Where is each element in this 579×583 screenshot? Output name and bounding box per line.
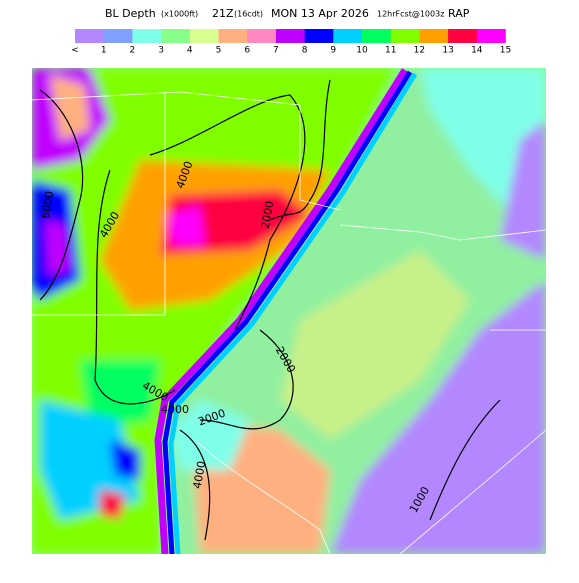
colorbar-label: 7 — [273, 46, 279, 56]
map-shape — [168, 72, 418, 554]
colorbar: <1 2 3 4 5 6 7 8 9 10 11 12 13 14 15 — [71, 29, 511, 56]
colorbar-label: 13 — [442, 46, 453, 56]
title-model: RAP — [448, 7, 470, 20]
map-shape — [40, 400, 140, 520]
map-shape — [170, 400, 250, 470]
colorbar-swatch — [275, 29, 305, 43]
colorbar-label: 14 — [471, 46, 483, 56]
contour-label: 4000 — [191, 460, 209, 490]
map-shape — [110, 440, 140, 480]
colorbar-swatch — [419, 29, 449, 43]
title-forecast: 12hrFcst@1003z — [377, 10, 444, 19]
map-shape — [149, 94, 306, 331]
colorbar-label: 3 — [158, 46, 164, 56]
contour-label: 6000 — [39, 190, 57, 220]
contour-label: 2000 — [259, 200, 277, 230]
colorbar-label: 5 — [216, 46, 222, 56]
colorbar-label: 11 — [385, 46, 396, 56]
colorbar-label: 6 — [244, 46, 250, 56]
colorbar-swatch — [189, 29, 219, 43]
title-local-time: (16cdt) — [234, 10, 263, 19]
map-layer — [39, 79, 501, 541]
colorbar-swatch — [75, 29, 104, 43]
map-shape — [330, 280, 546, 554]
colorbar-label: 4 — [187, 46, 193, 56]
colorbar-swatch — [103, 29, 133, 43]
map-shape — [32, 91, 341, 211]
title-date: MON 13 Apr 2026 — [271, 7, 369, 20]
map-shape — [194, 439, 331, 554]
title-time: 21Z — [212, 7, 234, 20]
map-shape — [500, 120, 546, 260]
map-shape — [100, 490, 125, 520]
map-layer — [32, 68, 546, 554]
map-shape — [94, 169, 176, 405]
colorbar-swatch — [247, 29, 277, 43]
map-shape — [429, 399, 501, 521]
colorbar-label: 15 — [500, 46, 511, 56]
title-variable: BL Depth — [105, 7, 156, 20]
map-shape — [199, 329, 294, 430]
colorbar-swatch — [476, 29, 506, 43]
title-units: (x1000ft) — [161, 10, 198, 19]
map-shape — [39, 89, 84, 301]
map-shape — [179, 429, 211, 541]
contour-label: 4000 — [161, 403, 189, 416]
map-shape — [399, 429, 546, 554]
colorbar-label: 8 — [302, 46, 308, 56]
map-shape — [269, 79, 331, 221]
map-shape — [154, 68, 408, 554]
colorbar-label: 1 — [101, 46, 107, 56]
colorbar-label: 12 — [414, 46, 425, 56]
colorbar-swatch — [333, 29, 363, 43]
map-layer — [32, 91, 546, 554]
map-shape — [32, 92, 166, 316]
map-shape — [80, 360, 160, 430]
colorbar-swatch — [390, 29, 420, 43]
colorbar-swatch — [132, 29, 162, 43]
colorbar-swatch — [218, 29, 248, 43]
colorbar-swatch — [448, 29, 478, 43]
colorbar-label: 10 — [356, 46, 368, 56]
map-shape — [168, 205, 205, 245]
colorbar-swatch — [362, 29, 391, 43]
map-shape — [45, 220, 70, 275]
colorbar-swatch — [161, 29, 191, 43]
colorbar-label: 2 — [130, 46, 136, 56]
colorbar-label: < — [71, 46, 79, 56]
colorbar-label: 9 — [330, 46, 336, 56]
title-row: BL Depth (x1000ft) 21Z (16cdt) MON 13 Ap… — [105, 7, 470, 20]
map-shape — [50, 75, 90, 140]
map-shape — [339, 224, 546, 241]
colorbar-swatch — [304, 29, 334, 43]
map-shape — [162, 70, 413, 554]
map-shape — [280, 250, 470, 440]
